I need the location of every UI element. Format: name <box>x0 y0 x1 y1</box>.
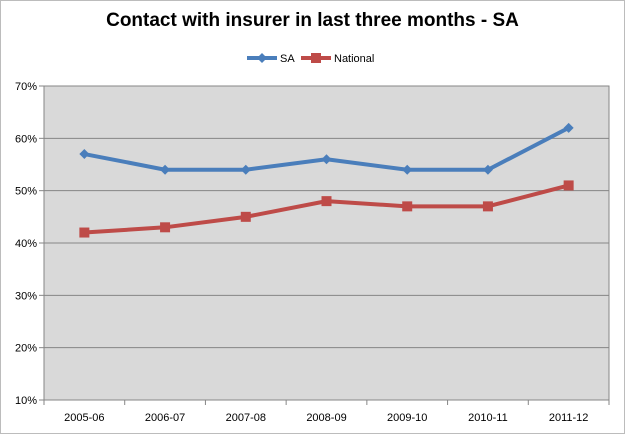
y-tick-label: 70% <box>15 81 37 93</box>
x-tick-label: 2007-08 <box>226 412 266 424</box>
x-tick-label: 2011-12 <box>549 412 589 424</box>
chart-title: Contact with insurer in last three month… <box>106 10 519 31</box>
series-group <box>79 122 574 238</box>
gridlines <box>39 85 610 405</box>
data-point <box>321 196 332 207</box>
data-point <box>402 201 413 212</box>
series-national <box>79 180 574 238</box>
series-sa <box>79 122 574 175</box>
x-tick-label: 2006-07 <box>145 412 185 424</box>
y-tick-label: 50% <box>15 186 37 198</box>
data-point <box>321 154 332 165</box>
y-tick-labels: 10% 20% 30% 40% 50% 60% 70% <box>15 81 37 407</box>
data-point <box>563 180 574 191</box>
data-point <box>563 122 574 133</box>
legend: SA National <box>247 53 374 65</box>
data-point <box>160 164 171 175</box>
x-tick-label: 2008-09 <box>306 412 346 424</box>
data-point <box>79 227 90 238</box>
y-tick-label: 60% <box>15 133 37 145</box>
legend-marker <box>311 53 321 63</box>
legend-label: National <box>334 53 374 65</box>
y-tick-label: 10% <box>15 395 37 407</box>
legend-marker <box>257 53 267 63</box>
data-point <box>482 164 493 175</box>
data-point <box>482 201 493 212</box>
legend-label: SA <box>280 53 295 65</box>
data-point <box>160 222 171 233</box>
legend-item: National <box>301 53 374 65</box>
y-tick-label: 40% <box>15 238 37 250</box>
x-tick-label: 2005-06 <box>64 412 104 424</box>
y-tick-label: 20% <box>15 343 37 355</box>
x-tick-label: 2010-11 <box>468 412 508 424</box>
data-point <box>79 149 90 160</box>
x-tick-labels: 2005-06 2006-07 2007-08 2008-09 2009-10 2010-… <box>64 412 588 424</box>
data-point <box>240 164 251 175</box>
legend-item: SA <box>247 53 295 65</box>
x-tick-label: 2009-10 <box>387 412 427 424</box>
data-point <box>402 164 413 175</box>
y-tick-label: 30% <box>15 290 37 302</box>
data-point <box>240 211 251 222</box>
